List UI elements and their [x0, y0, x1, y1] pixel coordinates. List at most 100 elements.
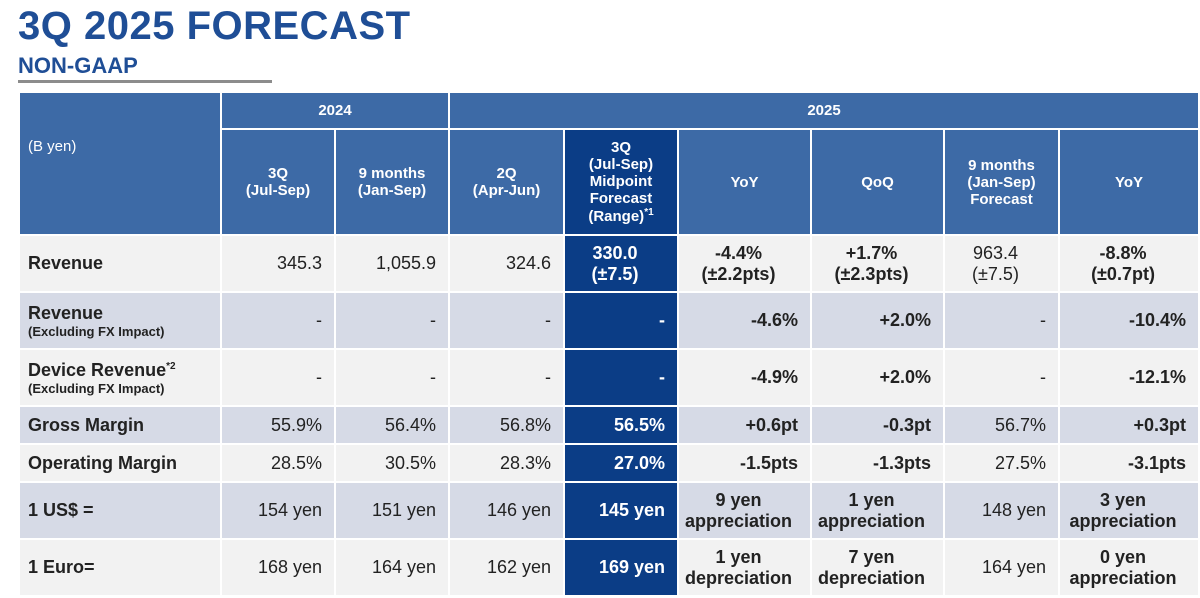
cell-value: 27.5% [994, 452, 1046, 473]
table-cell: - [943, 348, 1060, 407]
table-cell: +0.6pt [677, 405, 812, 445]
row-label-text: Gross Margin [28, 414, 145, 435]
cell-value: 55.9% [270, 414, 322, 435]
table-row: Revenue 345.3 1,055.9 324.6 330.0 (±7.5) -4.4%… [18, 234, 1200, 293]
table-cell: 164 yen [334, 538, 450, 597]
cell-value: -0.3pt [882, 414, 931, 435]
cell-value: -1.5pts [739, 452, 798, 473]
cell-value: 56.7% [994, 414, 1046, 435]
cell-value: (±7.5) [972, 263, 1019, 284]
page-title: 3Q 2025 FORECAST [18, 4, 411, 48]
table-cell: - [448, 348, 565, 407]
table-cell: 27.0% [563, 443, 679, 483]
row-sublabel: (Excluding FX Impact) [28, 380, 165, 396]
row-label-text: Revenue [28, 253, 104, 273]
table-cell: 56.4% [334, 405, 450, 445]
table-cell: -12.1% [1057, 348, 1200, 407]
cell-value: +2.0% [879, 367, 931, 387]
column-header: 9 months (Jan-Sep) [334, 128, 450, 236]
table-cell: - [334, 291, 450, 350]
table-cell: 9 yen appreciation [677, 481, 812, 540]
table-cell: 154 yen [220, 481, 336, 540]
cell-value: 27.0% [613, 452, 665, 473]
year-header-2025: 2025 [447, 91, 1200, 130]
cell-value: appreciation [1069, 510, 1177, 531]
table-row: Gross Margin 55.9% 56.4% 56.8% 56.5% +0.6pt -0… [18, 405, 1200, 445]
table-cell: - [220, 348, 336, 407]
column-header: 3Q (Jul-Sep) Midpoint Forecast (Range)*1 [563, 128, 679, 236]
column-header-line: YoY [1114, 173, 1144, 191]
cell-value: 151 yen [371, 500, 436, 520]
table-cell: 148 yen [943, 481, 1060, 540]
cell-value: appreciation [684, 510, 793, 531]
cell-value: 56.8% [499, 414, 551, 435]
cell-value: 345.3 [276, 253, 322, 273]
cell-value: depreciation [817, 567, 926, 588]
cell-value: 7 yen [848, 546, 895, 567]
table-cell: 55.9% [220, 405, 336, 445]
table-row: Revenue (Excluding FX Impact) - - - - -4.6% +2.… [18, 291, 1200, 350]
column-header-line: 9 months [358, 165, 426, 182]
row-label-text: Device Revenue [28, 359, 167, 380]
cell-value: -12.1% [1128, 367, 1187, 387]
cell-value: 1 yen [848, 489, 895, 510]
cell-value: 164 yen [981, 557, 1046, 577]
cell-value: -4.6% [750, 310, 798, 330]
table-row: Operating Margin 28.5% 30.5% 28.3% 27.0% -1.5… [18, 443, 1200, 483]
cell-value: 146 yen [486, 500, 551, 520]
column-header: YoY [1057, 128, 1200, 236]
table-cell: +2.0% [810, 291, 945, 350]
cell-value: - [545, 367, 551, 387]
table-cell: - [448, 291, 565, 350]
cell-value: depreciation [684, 567, 793, 588]
cell-value: +1.7% [845, 242, 898, 263]
table-cell: 151 yen [334, 481, 450, 540]
cell-value: 963.4 [972, 242, 1019, 263]
row-label: Revenue (Excluding FX Impact) [18, 291, 222, 350]
title-underline [18, 80, 272, 83]
column-header-line: (Apr-Jun) [472, 182, 541, 199]
cell-value: - [1040, 367, 1046, 387]
footnote-marker: *1 [644, 207, 654, 218]
table-cell: -10.4% [1057, 291, 1200, 350]
row-label: 1 US$ = [18, 481, 222, 540]
cell-value: -1.3pts [872, 452, 931, 473]
cell-value: 162 yen [486, 557, 551, 577]
cell-value: 9 yen [715, 489, 762, 510]
column-header-line: (Range) [588, 208, 645, 225]
table-row: Device Revenue*2 (Excluding FX Impact) - - -… [18, 348, 1200, 407]
cell-value: appreciation [1069, 567, 1177, 588]
cell-value: - [659, 367, 665, 387]
cell-value: -4.9% [750, 367, 798, 387]
table-cell: - [220, 291, 336, 350]
cell-value: - [430, 310, 436, 330]
page-subtitle: NON-GAAP [18, 53, 138, 78]
cell-value: 169 yen [598, 557, 665, 577]
table-cell: 324.6 [448, 234, 565, 293]
column-header-line: YoY [730, 173, 759, 191]
cell-value: -8.8% [1099, 242, 1147, 263]
table-cell: 146 yen [448, 481, 565, 540]
table-cell: 1 yen depreciation [677, 538, 812, 597]
table-cell: 168 yen [220, 538, 336, 597]
column-header-line: Midpoint [589, 173, 653, 190]
table-cell: 0 yen appreciation [1057, 538, 1200, 597]
cell-value: 324.6 [505, 253, 551, 273]
table-cell: 28.3% [448, 443, 565, 483]
table-cell: 7 yen depreciation [810, 538, 945, 597]
cell-value: 3 yen [1100, 489, 1147, 510]
table-cell: 963.4 (±7.5) [943, 234, 1060, 293]
cell-value: - [1040, 310, 1046, 330]
table-cell: +2.0% [810, 348, 945, 407]
table-cell: -1.5pts [677, 443, 812, 483]
table-row: 1 Euro= 168 yen 164 yen 162 yen 169 yen 1 yen… [18, 538, 1200, 597]
column-header-line: QoQ [861, 173, 894, 191]
column-header: 3Q (Jul-Sep) [220, 128, 336, 236]
table-cell: -3.1pts [1057, 443, 1200, 483]
cell-value: 30.5% [384, 452, 436, 473]
table-cell: -4.4% (±2.2pts) [677, 234, 812, 293]
table-cell: -8.8% (±0.7pt) [1057, 234, 1200, 293]
cell-value: appreciation [817, 510, 926, 531]
cell-value: +2.0% [879, 310, 931, 330]
table-cell: 56.5% [563, 405, 679, 445]
